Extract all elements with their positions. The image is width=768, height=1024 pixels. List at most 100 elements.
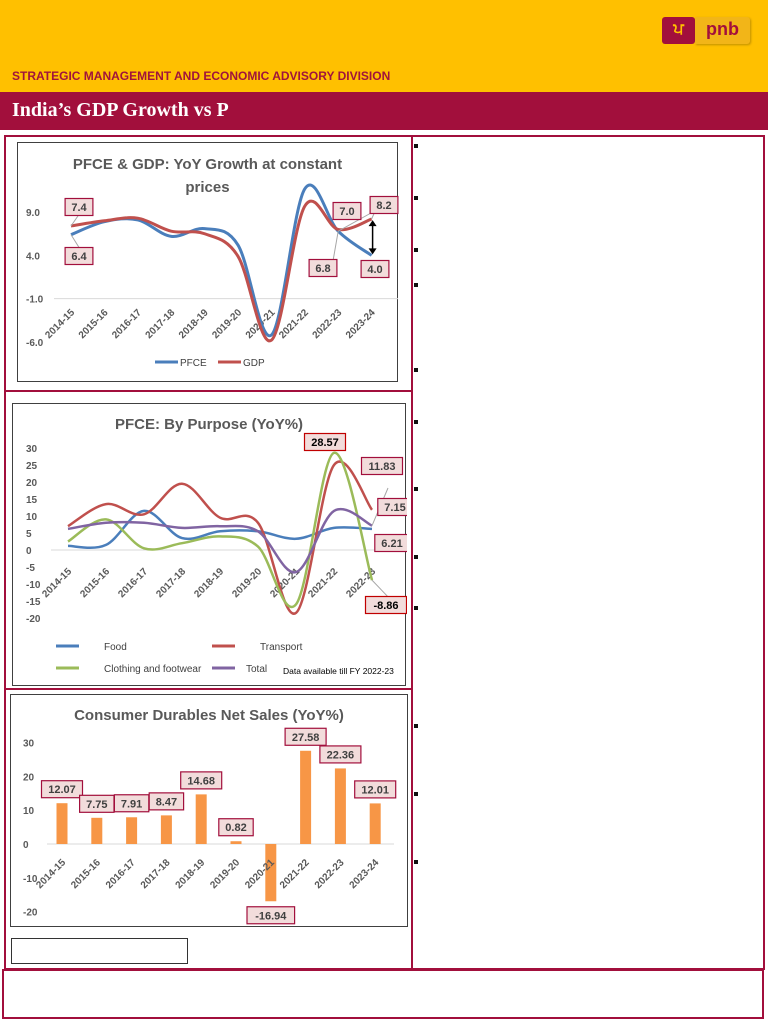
svg-text:12.01: 12.01 (361, 784, 389, 796)
svg-text:5: 5 (26, 529, 32, 540)
svg-text:2017-18: 2017-18 (139, 857, 173, 891)
svg-text:-16.94: -16.94 (255, 910, 287, 922)
svg-text:2017-18: 2017-18 (154, 566, 188, 600)
chart-legend: Food Transport Clothing and footwear Total (56, 642, 303, 675)
svg-text:2022-23: 2022-23 (344, 566, 378, 600)
svg-text:6.21: 6.21 (381, 538, 402, 550)
series-total (67, 507, 373, 574)
footer-box (2, 969, 764, 1019)
svg-text:2019-20: 2019-20 (230, 566, 264, 600)
svg-text:27.58: 27.58 (292, 732, 320, 744)
svg-text:2022-23: 2022-23 (313, 857, 347, 891)
data-label (148, 792, 185, 811)
bullet-point (414, 555, 418, 559)
svg-text:0: 0 (23, 840, 29, 851)
svg-text:2023-24: 2023-24 (344, 307, 378, 341)
header-banner: ਪ pnb STRATEGIC MANAGEMENT AND ECONOMIC … (0, 0, 768, 92)
svg-text:-10: -10 (23, 874, 38, 885)
svg-text:2016-17: 2016-17 (110, 307, 144, 341)
svg-text:6.8: 6.8 (315, 263, 330, 275)
svg-text:-20: -20 (23, 908, 38, 919)
svg-text:-20: -20 (26, 614, 41, 625)
chart-title: Consumer Durables Net Sales (YoY%) (74, 707, 344, 724)
svg-text:-6.0: -6.0 (26, 338, 44, 349)
svg-text:-15: -15 (26, 597, 41, 608)
bar (369, 803, 381, 844)
data-label (374, 533, 407, 553)
svg-text:GDP: GDP (243, 358, 265, 369)
svg-text:7.0: 7.0 (339, 206, 354, 218)
bullet-point (414, 724, 418, 728)
svg-text:30: 30 (26, 444, 38, 455)
bar-chart-plot: 30 20 10 0 -10 -20 12.07 7.75 7.91 8.47 14.68 0.82 -… (23, 727, 397, 925)
bullet-point (414, 420, 418, 424)
data-label (377, 497, 407, 517)
svg-text:-8.86: -8.86 (373, 600, 398, 612)
title-bar: India’s GDP Growth vs P (0, 92, 768, 130)
data-label (284, 727, 327, 746)
bar (160, 815, 172, 844)
bar (91, 817, 103, 844)
svg-text:2015-16: 2015-16 (78, 566, 112, 600)
bar (126, 817, 138, 844)
data-label (218, 818, 254, 837)
svg-text:2014-15: 2014-15 (34, 857, 68, 891)
svg-text:2014-15: 2014-15 (40, 566, 74, 600)
pnb-logo-wordmark: pnb (695, 17, 750, 44)
bullet-point (414, 860, 418, 864)
data-label (64, 197, 94, 217)
svg-text:14.68: 14.68 (187, 775, 215, 787)
svg-text:2017-18: 2017-18 (144, 307, 178, 341)
source-note-box (11, 938, 188, 964)
svg-text:8.47: 8.47 (156, 796, 177, 808)
svg-text:0.82: 0.82 (225, 822, 246, 834)
division-name: STRATEGIC MANAGEMENT AND ECONOMIC ADVISO… (12, 69, 391, 83)
bullet-point (414, 606, 418, 610)
svg-text:25: 25 (26, 461, 38, 472)
svg-text:28.57: 28.57 (311, 437, 339, 449)
chart-legend: PFCE GDP (155, 358, 265, 369)
svg-text:2018-19: 2018-19 (174, 857, 208, 891)
bullet-point (414, 283, 418, 287)
chart-title: PFCE: By Purpose (YoY%) (114, 416, 304, 433)
bullet-point (414, 487, 418, 491)
series-clothing-and-footwear (67, 451, 374, 609)
svg-text:Food: Food (104, 642, 127, 653)
svg-text:2015-16: 2015-16 (77, 307, 111, 341)
svg-text:7.15: 7.15 (384, 502, 405, 514)
bar (300, 750, 312, 844)
svg-text:-10: -10 (26, 580, 41, 591)
svg-text:12.07: 12.07 (48, 784, 76, 796)
svg-text:6.4: 6.4 (71, 251, 87, 263)
chart-title: PFCE & GDP: YoY Growth at constant price… (72, 156, 343, 196)
data-availability-note: Data available till FY 2022-23 (283, 666, 394, 676)
data-label (369, 195, 399, 215)
svg-text:10: 10 (23, 806, 35, 817)
data-label (64, 246, 94, 266)
pnb-logo-mark-icon: ਪ (662, 17, 695, 44)
bullet-point (414, 368, 418, 372)
svg-text:2019-20: 2019-20 (208, 857, 242, 891)
svg-text:2016-17: 2016-17 (104, 857, 138, 891)
page-title: India’s GDP Growth vs P (12, 99, 229, 121)
svg-text:4.0: 4.0 (367, 264, 382, 276)
svg-text:30: 30 (23, 739, 35, 750)
data-label (180, 771, 223, 790)
data-label (364, 595, 407, 615)
data-label (332, 201, 362, 221)
svg-text:PFCE: PFCE (180, 358, 207, 369)
svg-text:0: 0 (26, 546, 32, 557)
data-label (246, 906, 296, 925)
svg-text:7.75: 7.75 (86, 799, 107, 811)
svg-text:Transport: Transport (260, 642, 303, 653)
svg-text:2021-22: 2021-22 (278, 857, 312, 891)
svg-text:2015-16: 2015-16 (69, 857, 103, 891)
series-transport (67, 460, 374, 615)
svg-text:2021-22: 2021-22 (306, 566, 340, 600)
svg-text:-1.0: -1.0 (26, 295, 44, 306)
svg-text:2018-19: 2018-19 (177, 307, 211, 341)
data-label (308, 258, 338, 278)
pnb-logo: ਪ pnb (662, 17, 750, 44)
